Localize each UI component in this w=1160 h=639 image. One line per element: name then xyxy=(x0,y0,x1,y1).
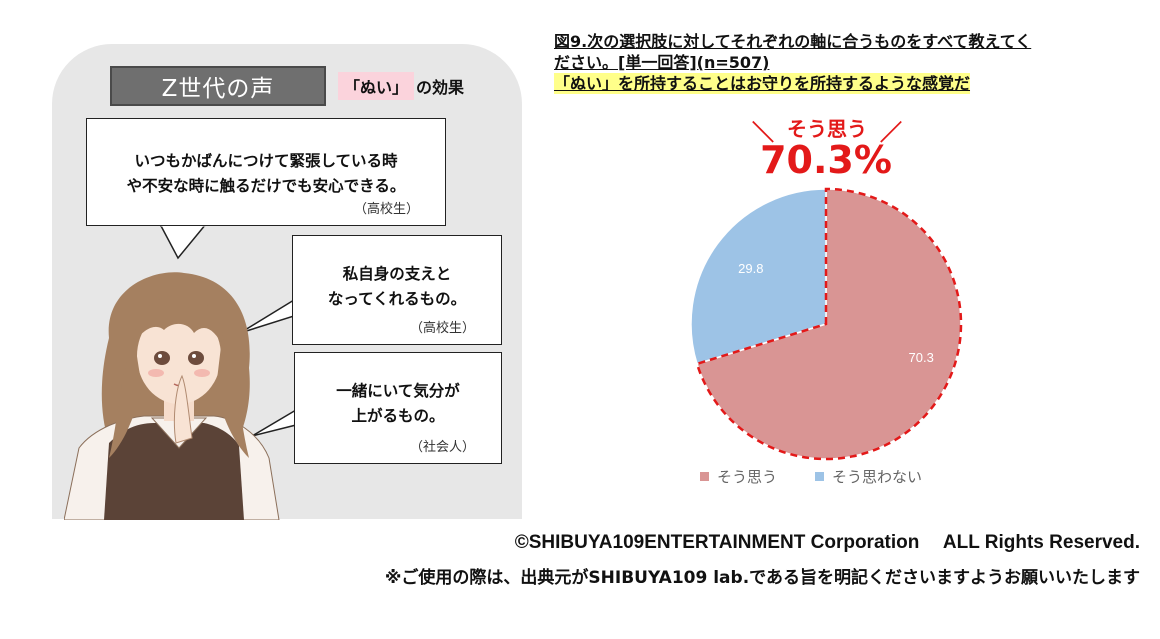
callout-label-text: そう思う xyxy=(787,117,867,141)
effect-highlight: 「ぬい」 xyxy=(338,72,415,100)
legend-swatch-agree xyxy=(700,472,709,481)
pie-highlight-outline xyxy=(695,187,963,461)
legend-label-disagree: そう思わない xyxy=(832,468,923,486)
quote-1-text: いつもかばんにつけて緊張している時 や不安な時に触るだけでも安心できる。 xyxy=(87,119,445,199)
quote-1-line-2: や不安な時に触るだけでも安心できる。 xyxy=(126,177,406,195)
usage-notice: ※ご使用の際は、出典元がSHIBUYA109 lab.である旨を明記くださいます… xyxy=(384,568,1140,588)
quote-bubble-2: 私自身の支えと なってくれるもの。 （高校生） xyxy=(292,235,502,345)
pie-label-agree: 70.3 xyxy=(909,350,934,365)
quote-2-line-2: なってくれるもの。 xyxy=(327,290,467,308)
callout-right-slash: ／ xyxy=(879,121,902,146)
figure-question: 「ぬい」を所持することはお守りを所持するような感覚だ xyxy=(554,73,971,94)
figure-title-line-2: ださい。[単一回答](n=507) xyxy=(554,53,770,72)
quote-2-text: 私自身の支えと なってくれるもの。 xyxy=(293,236,501,312)
figure-title: 図9.次の選択肢に対してそれぞれの軸に合うものをすべて教えてく ださい。[単一回… xyxy=(554,31,1126,94)
legend-item-agree: そう思う xyxy=(700,466,777,487)
quote-3-line-1: 一緒にいて気分が xyxy=(336,382,460,400)
callout-value: 70.3% xyxy=(760,138,892,182)
quote-3-speaker: （社会人） xyxy=(409,440,475,455)
legend-label-agree: そう思う xyxy=(717,468,778,486)
legend-item-disagree: そう思わない xyxy=(815,466,922,487)
callout-left-slash: ＼ xyxy=(752,121,775,146)
quote-3-text: 一緒にいて気分が 上がるもの。 xyxy=(295,353,501,429)
effect-rest: の効果 xyxy=(416,78,465,97)
chart-legend: そう思う そう思わない xyxy=(700,466,922,487)
quote-1-line-1: いつもかばんにつけて緊張している時 xyxy=(134,152,398,170)
quote-bubble-1: いつもかばんにつけて緊張している時 や不安な時に触るだけでも安心できる。 （高校… xyxy=(86,118,446,226)
voices-header: Z世代の声 xyxy=(110,66,326,106)
quote-2-speaker: （高校生） xyxy=(409,321,475,336)
quote-1-speaker: （高校生） xyxy=(353,202,419,217)
copyright: ©SHIBUYA109ENTERTAINMENT Corporation ALL… xyxy=(514,532,1140,553)
legend-swatch-disagree xyxy=(815,472,825,481)
callout-label: ＼ そう思う ／ xyxy=(742,113,912,146)
quote-3-line-2: 上がるもの。 xyxy=(351,407,445,425)
quote-bubble-3: 一緒にいて気分が 上がるもの。 （社会人） xyxy=(294,352,502,464)
figure-title-line-1: 図9.次の選択肢に対してそれぞれの軸に合うものをすべて教えてく xyxy=(554,32,1032,51)
pie-label-disagree: 29.8 xyxy=(738,261,763,276)
pie-slice-disagree xyxy=(690,188,827,365)
quote-2-line-1: 私自身の支えと xyxy=(342,265,452,283)
girl-illustration xyxy=(64,272,280,520)
effect-label: 「ぬい」 の効果 xyxy=(338,72,464,100)
